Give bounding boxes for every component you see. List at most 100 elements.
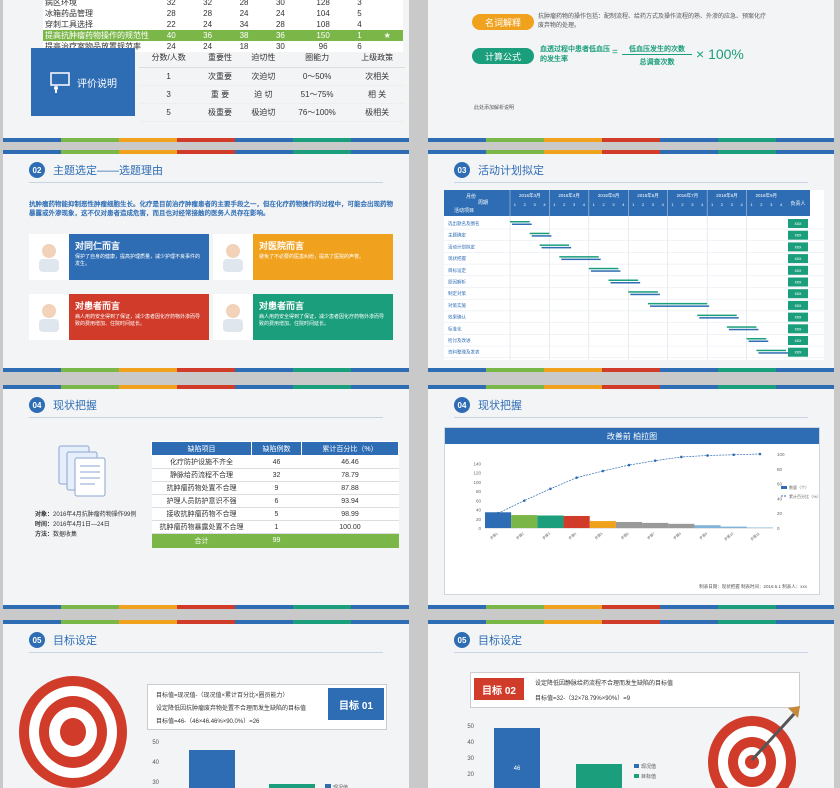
- y-tick-label: 40: [152, 760, 159, 766]
- owner-cell: [788, 336, 808, 345]
- month-label: 2016年4月: [558, 192, 580, 199]
- intro-text: 抗肿瘤药物能抑制恶性肿瘤细胞生长。化疗是目前治疗肿瘤患者的主要手段之一，但在化疗…: [29, 201, 393, 217]
- slide-header: 05 目标设定: [29, 632, 97, 648]
- owner-text: xxx: [795, 350, 803, 355]
- week-label: 3: [652, 202, 655, 207]
- table-cell: 28: [203, 9, 213, 18]
- line-point: [732, 453, 736, 457]
- task-bar-plan: [529, 232, 550, 235]
- owner-text: xxx: [795, 326, 803, 331]
- y-tick-label: 50: [152, 740, 159, 746]
- week-label: 3: [691, 202, 694, 207]
- x-tick-label: 步骤10: [723, 531, 735, 542]
- week-label: 4: [701, 202, 704, 207]
- bar: [589, 521, 616, 528]
- formula-eq: =: [612, 47, 618, 58]
- table-cell: 24: [239, 9, 249, 18]
- owner-text: xxx: [795, 315, 803, 320]
- x-tick-label: 步骤6: [620, 531, 630, 541]
- task-bar-actual: [590, 270, 621, 272]
- week-label: 1: [750, 202, 753, 207]
- table-cell: 抗肿瘤药物处置不合理: [151, 481, 252, 495]
- week-label: 2: [524, 202, 527, 207]
- y-tick-label: 30: [152, 780, 159, 786]
- y-tick-label: 120: [473, 471, 481, 476]
- owner-cell: [788, 219, 808, 228]
- bar-label: 46: [514, 766, 521, 772]
- doctor-icon: [213, 294, 253, 340]
- table-cell: 38: [239, 31, 249, 40]
- table-header-cell: 缺陷例数: [251, 441, 302, 456]
- table-cell: [371, 0, 403, 8]
- owner-header: [786, 190, 810, 216]
- color-bar: [3, 385, 409, 389]
- reason-card-text: 保护了自身的健康，提高护理质量，减少护理不良事件的发生。: [75, 254, 201, 267]
- table-cell: 病区环境: [45, 0, 77, 7]
- month-label: 2016年3月: [519, 192, 541, 199]
- color-bar: [428, 385, 834, 389]
- color-bar: [3, 605, 409, 609]
- table-row: 穿刺工具选择 22 24 34 28 108 4: [43, 19, 403, 30]
- gantt-bg: [444, 190, 824, 360]
- reason-card-title: 对医院而言: [259, 241, 305, 251]
- task-bar-actual: [610, 282, 641, 284]
- legend-label: 现况值: [333, 784, 348, 788]
- table-cell: 24: [275, 9, 285, 18]
- x-tick-label: 步骤11: [749, 531, 760, 542]
- slide-pareto: 04 现状把握 改善前 柏拉图 0 20 40 60 80 100 120 140 0 20 40 60…: [428, 385, 834, 609]
- goal-calc: 目标值=32-（32×78.79%×90%）=9: [535, 696, 631, 702]
- corner-mid: 周期: [478, 200, 488, 206]
- slide-header: 02 主题选定——选题理由: [29, 162, 163, 178]
- y-tick-label: 140: [473, 461, 481, 466]
- legend-swatch: [634, 764, 639, 768]
- note-text: 此处添加解析说明: [474, 105, 515, 111]
- owner-cell: [788, 289, 808, 299]
- legend-swatch: [634, 774, 639, 778]
- slide-status-table: 04 现状把握 对象：2016年4月抗肿瘤药物操作99例 时间：2016年4月1日…: [3, 385, 409, 609]
- section-number: 04: [454, 397, 470, 413]
- slide-header: 05 目标设定: [454, 632, 522, 648]
- line-point: [496, 511, 500, 515]
- table-cell: 0～50%: [285, 67, 350, 86]
- table-cell: 78.79: [301, 468, 399, 482]
- bar: [694, 525, 721, 528]
- table-row: 护理人员防护意识不强 6 93.94: [151, 494, 399, 508]
- week-label: 3: [731, 202, 734, 207]
- bar: [720, 526, 747, 528]
- task-bar-plan: [628, 291, 658, 293]
- y-tick-label: 60: [476, 498, 482, 503]
- week-label: 4: [622, 202, 625, 207]
- task-label: 原因解析: [448, 279, 466, 286]
- slide-header: 03 活动计划拟定: [454, 162, 544, 178]
- reason-card-title: 对患者而言: [75, 301, 121, 311]
- x-tick-label: 步骤3: [541, 531, 551, 541]
- task-bar-actual: [758, 352, 788, 354]
- bar: [494, 728, 540, 788]
- y-tick-label: 0: [478, 526, 481, 531]
- color-bar: [428, 150, 834, 154]
- corner-top: 月份: [466, 193, 476, 200]
- owner-text: xxx: [795, 244, 803, 249]
- legend-swatch: [325, 784, 331, 788]
- x-tick-label: 步骤5: [593, 531, 603, 541]
- legend-line-label: 累计百分比（%）: [789, 493, 819, 499]
- y-tick-label: 40: [476, 508, 482, 513]
- owner-cell: [788, 324, 808, 334]
- y-tick-label: 50: [467, 724, 474, 730]
- color-bar: [428, 605, 834, 609]
- bar: [485, 512, 512, 528]
- table-cell: ★: [383, 31, 391, 40]
- gantt-header: [510, 190, 786, 216]
- hospital-icon: [213, 234, 253, 280]
- task-bar-actual: [650, 305, 710, 307]
- table-cell: 18: [239, 42, 249, 51]
- week-label: 1: [514, 202, 517, 207]
- week-label: 2: [681, 202, 684, 207]
- reason-card-body: 对患者而言 病人用药安全得到了保证，减少患者因化疗药物外渗而导致的费用增加、住院时…: [69, 294, 209, 340]
- task-label: 目标设定: [448, 267, 466, 274]
- week-label: 2: [563, 202, 566, 207]
- section-number: 05: [454, 632, 470, 648]
- table-cell: 32: [166, 0, 176, 7]
- table-cell: 36: [203, 31, 213, 40]
